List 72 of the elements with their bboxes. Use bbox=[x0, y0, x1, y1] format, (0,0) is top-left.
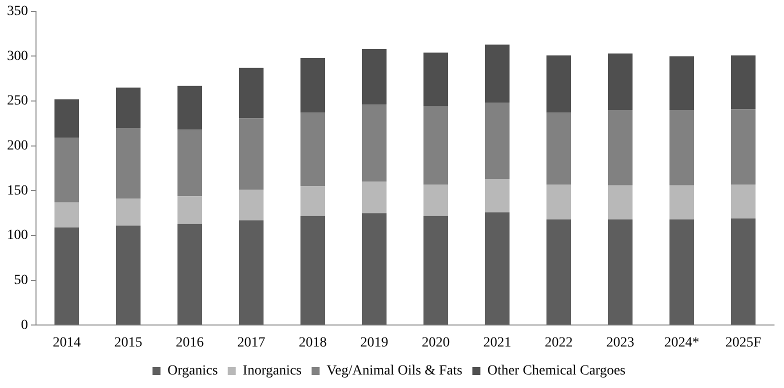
bar bbox=[116, 226, 141, 325]
bar bbox=[546, 219, 572, 325]
bar bbox=[546, 55, 572, 113]
bar bbox=[177, 196, 202, 224]
bar bbox=[238, 220, 264, 325]
y-tick-label: 250 bbox=[7, 94, 28, 109]
bar bbox=[730, 55, 756, 110]
x-tick-label: 2023 bbox=[606, 335, 634, 350]
bar bbox=[238, 118, 264, 190]
bar bbox=[300, 58, 326, 113]
bar bbox=[362, 104, 387, 182]
bar bbox=[730, 218, 756, 325]
bar bbox=[54, 227, 80, 325]
x-tick-label: 2022 bbox=[544, 335, 573, 350]
y-tick-label: 350 bbox=[7, 4, 28, 20]
bar bbox=[362, 182, 387, 214]
bar bbox=[546, 112, 572, 184]
y-tick-label: 100 bbox=[7, 228, 28, 244]
bar bbox=[669, 110, 694, 186]
bar bbox=[484, 179, 510, 212]
x-tick-label: 2021 bbox=[483, 335, 512, 350]
bar bbox=[608, 219, 633, 325]
bar bbox=[730, 109, 756, 184]
bar bbox=[116, 198, 141, 226]
bar bbox=[423, 216, 448, 325]
bar bbox=[177, 130, 202, 196]
bar bbox=[238, 68, 264, 118]
bar bbox=[669, 56, 694, 110]
y-tick-label: 300 bbox=[7, 48, 28, 64]
x-tick-label: 2025F bbox=[725, 335, 762, 350]
bar bbox=[177, 86, 202, 130]
bar bbox=[423, 106, 448, 184]
y-tick-label: 200 bbox=[7, 138, 28, 154]
bar bbox=[116, 88, 141, 128]
x-tick-label: 2018 bbox=[298, 335, 327, 350]
bar bbox=[546, 184, 572, 220]
bar bbox=[54, 138, 80, 202]
x-tick-label: 2020 bbox=[422, 335, 450, 350]
bar bbox=[669, 185, 694, 220]
bar bbox=[423, 184, 448, 216]
bar bbox=[300, 186, 326, 216]
bar bbox=[730, 184, 756, 219]
bar bbox=[669, 219, 694, 325]
bar bbox=[608, 54, 633, 110]
x-tick-label: 2017 bbox=[237, 335, 266, 350]
bar bbox=[484, 44, 510, 103]
bar bbox=[423, 52, 448, 106]
legend-label: Other Chemical Cargoes bbox=[487, 364, 626, 379]
legend-label: Veg/Animal Oils & Fats bbox=[326, 364, 462, 379]
bar bbox=[484, 102, 510, 180]
bar bbox=[362, 213, 387, 325]
y-tick-label: 150 bbox=[7, 183, 28, 198]
x-tick-label: 2015 bbox=[114, 335, 142, 350]
bar bbox=[362, 49, 387, 105]
bar bbox=[608, 185, 633, 220]
bar bbox=[608, 110, 633, 186]
x-tick-label: 2014 bbox=[52, 335, 81, 350]
bar bbox=[116, 128, 141, 199]
x-tick-label: 2019 bbox=[360, 335, 388, 350]
bar bbox=[238, 190, 264, 220]
y-tick-label: 50 bbox=[14, 273, 28, 288]
bar bbox=[54, 99, 80, 138]
bar bbox=[300, 216, 326, 325]
bar bbox=[177, 224, 202, 325]
bar bbox=[300, 112, 326, 186]
legend-label: Organics bbox=[168, 364, 218, 379]
bar bbox=[484, 212, 510, 325]
legend-label: Inorganics bbox=[242, 364, 302, 379]
bar bbox=[54, 202, 80, 228]
y-tick-label: 0 bbox=[21, 318, 28, 333]
x-tick-label: 2016 bbox=[176, 335, 204, 350]
x-tick-label: 2024* bbox=[664, 335, 700, 350]
